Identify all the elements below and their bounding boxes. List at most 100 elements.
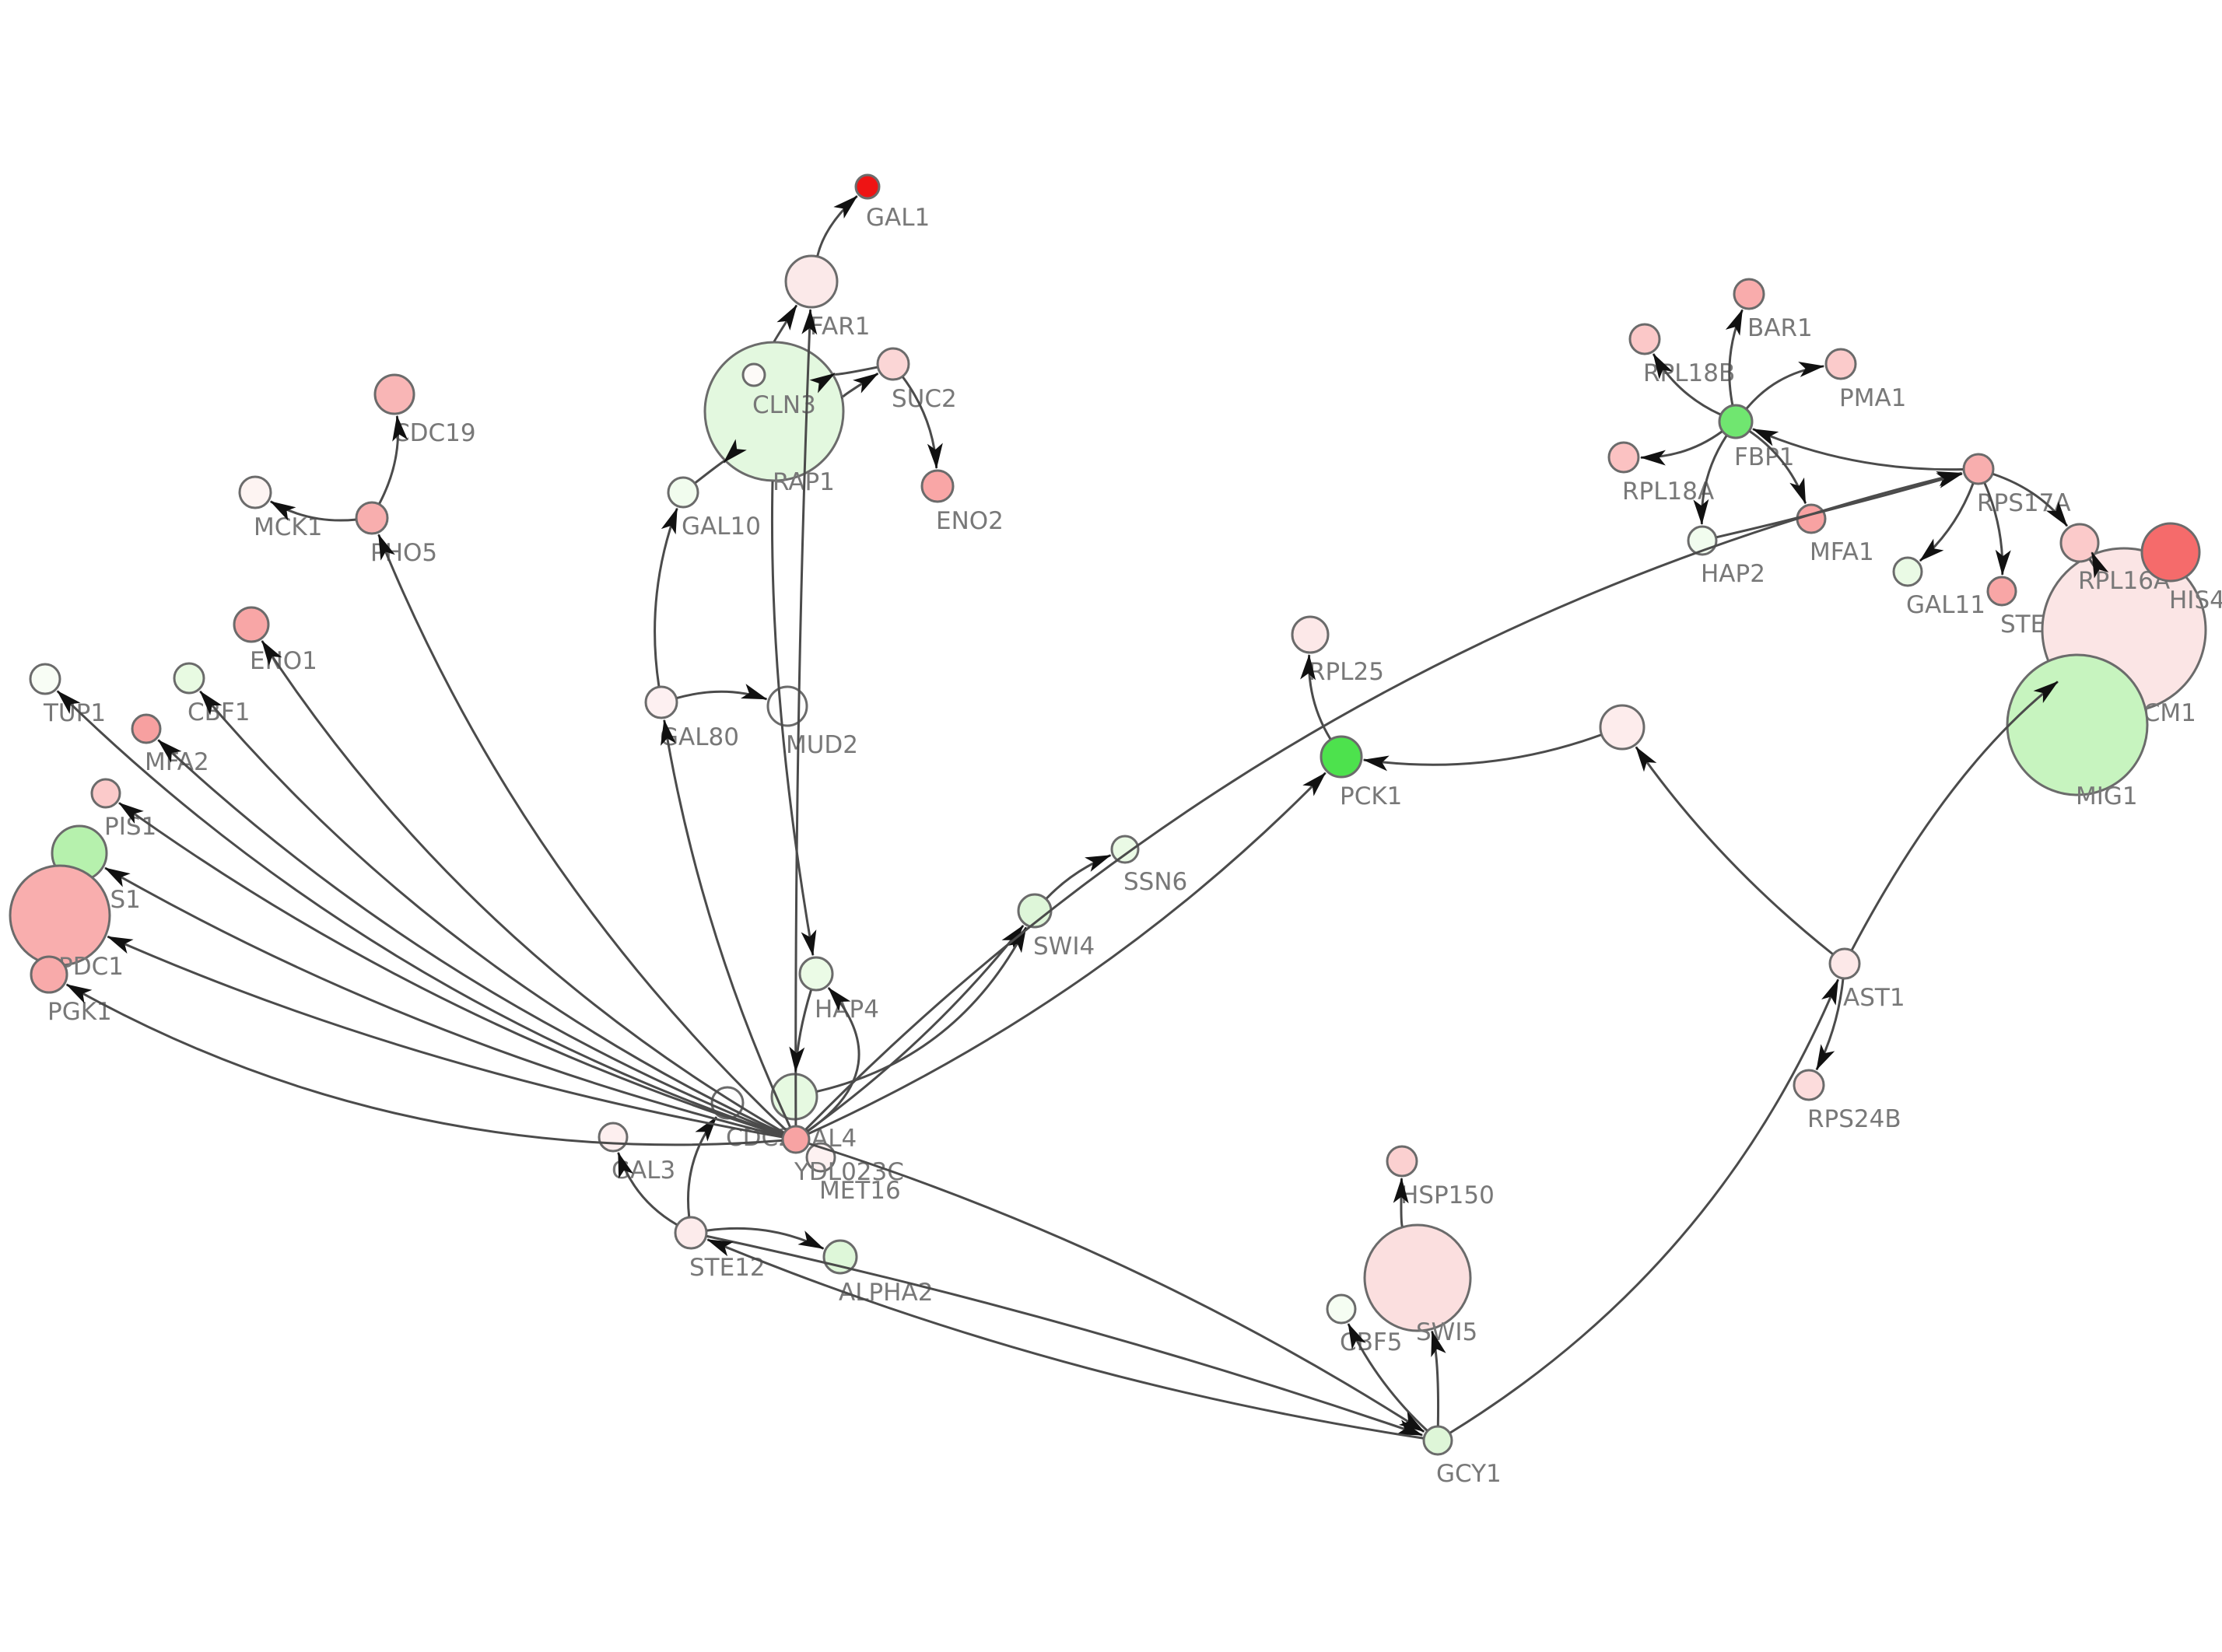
edge-YDL023C-GAL80[interactable] (661, 719, 791, 1128)
node-GAL11[interactable] (1892, 556, 1923, 587)
node-MFA1[interactable] (1796, 503, 1827, 534)
node-MUD2[interactable] (766, 685, 808, 727)
edge-YDL023C-RAS1[interactable] (104, 866, 783, 1138)
edge-SWI4-SSN6[interactable] (1046, 854, 1112, 900)
node-SSN6[interactable] (1110, 835, 1140, 864)
edge-FBP1-BAR1[interactable] (1725, 309, 1744, 405)
node-ENO1[interactable] (233, 606, 270, 643)
edge-SWI5-HSP150[interactable] (1393, 1178, 1409, 1227)
edge-HAP4-GAL4[interactable] (789, 989, 812, 1073)
edge-YDL023C-PDC1[interactable] (107, 935, 783, 1139)
edge-STE12-CDC28[interactable] (686, 1116, 718, 1217)
edge-RPS17A-FBP1[interactable] (1752, 428, 1964, 471)
node-GAL1[interactable] (854, 173, 881, 200)
node-GAL10[interactable] (667, 476, 699, 509)
node-AST1[interactable] (1828, 947, 1861, 980)
node-BAR1[interactable] (1733, 278, 1765, 310)
edge-RPS17A-GAL11[interactable] (1919, 483, 1975, 562)
edge-FBP1-MFA1[interactable] (1749, 430, 1807, 505)
node-PDC1[interactable] (9, 864, 111, 967)
node-YDL023C[interactable] (781, 1125, 811, 1154)
edge-SUC2-RAP1[interactable] (809, 366, 878, 394)
edge-YDL023C-PHO5[interactable] (377, 534, 787, 1131)
edge-YDL023C-CBF1[interactable] (199, 690, 784, 1135)
node-MFA2[interactable] (131, 713, 162, 744)
node-NODE1[interactable] (1599, 704, 1645, 751)
node-STE12[interactable] (674, 1216, 708, 1250)
edge-GAL10-RAP1[interactable] (694, 439, 747, 484)
edge-GCY1-SWI5[interactable] (1431, 1330, 1446, 1426)
edge-YDL023C-RPS17A[interactable] (804, 471, 1963, 1131)
edge-YDL023C-ENO1[interactable] (261, 640, 785, 1134)
node-CLN3[interactable] (741, 362, 766, 387)
edge-YDL023C-TUP1[interactable] (56, 690, 783, 1136)
edge-GCY1-STE12[interactable] (706, 1238, 1424, 1440)
node-ENO2[interactable] (920, 469, 955, 503)
edge-STE12-GCY1[interactable] (706, 1234, 1424, 1437)
node-TUP1[interactable] (29, 663, 61, 695)
edge-RPS17A-STE2[interactable] (1983, 482, 2011, 576)
edge-FBP1-RPL18A[interactable] (1640, 430, 1723, 466)
edge-PHO5-MCK1[interactable] (269, 500, 356, 522)
edge-YDL023C-PIS1[interactable] (118, 802, 783, 1137)
edge-FAR1-GAL1[interactable] (816, 194, 858, 257)
edge-STE12-GAL3[interactable] (617, 1151, 678, 1226)
node-PCK1[interactable] (1320, 735, 1363, 779)
node-GAL4[interactable] (770, 1073, 818, 1121)
edge-YDL023C-GCY1[interactable] (808, 1143, 1425, 1433)
node-PGK1[interactable] (30, 955, 68, 994)
edge-FBP1-PMA1[interactable] (1745, 362, 1825, 410)
node-RPL18B[interactable] (1628, 323, 1661, 355)
node-SWI5[interactable] (1363, 1223, 1472, 1332)
edge-PHO5-CDC19[interactable] (378, 415, 408, 505)
edge-FBP1-RPL18B[interactable] (1652, 353, 1721, 416)
edge-YDL023C-MFA2[interactable] (157, 739, 783, 1136)
node-RPL16A[interactable] (2059, 523, 2100, 563)
edge-RAP1-FAR1[interactable] (773, 304, 798, 342)
edge-HAP2-RPS17A[interactable] (1716, 472, 1963, 539)
node-GAL80[interactable] (644, 685, 678, 719)
edge-YDL023C-FAR1[interactable] (794, 309, 818, 1126)
edge-FBP1-HAP2[interactable] (1693, 435, 1728, 525)
edge-PCK1-RPL25[interactable] (1300, 654, 1332, 740)
node-PIS1[interactable] (90, 778, 121, 809)
node-SUC2[interactable] (876, 347, 910, 381)
node-MCK1[interactable] (238, 475, 272, 509)
edge-GCY1-AST1[interactable] (1449, 978, 1839, 1434)
edge-RPS17A-RPL16A[interactable] (1992, 473, 2069, 527)
edge-AST1-NODE1[interactable] (1635, 746, 1834, 955)
edge-RAP1-HAP4[interactable] (770, 481, 817, 957)
node-RPS24B[interactable] (1793, 1069, 1825, 1101)
node-RPL18A[interactable] (1607, 441, 1640, 474)
edge-GAL80-GAL10[interactable] (654, 507, 678, 687)
node-RPL25[interactable] (1291, 615, 1330, 654)
edge-RAP1-SUC2[interactable] (841, 372, 879, 399)
node-RPS17A[interactable] (1962, 453, 1995, 485)
edge-AST1-RPS24B[interactable] (1815, 978, 1845, 1071)
node-CDC19[interactable] (373, 373, 415, 415)
node-HAP4[interactable] (798, 956, 834, 992)
edge-YDL023C-PGK1[interactable] (65, 983, 783, 1146)
node-STE2[interactable] (1986, 576, 2017, 607)
edge-STE12-ALPHA2[interactable] (706, 1227, 825, 1250)
node-CBF5[interactable] (1326, 1293, 1357, 1325)
node-GCY1[interactable] (1422, 1425, 1453, 1456)
node-HIS4[interactable] (2140, 522, 2201, 583)
node-GAL3[interactable] (598, 1122, 629, 1153)
edge-GAL80-MUD2[interactable] (676, 684, 768, 701)
node-FBP1[interactable] (1718, 404, 1754, 439)
edge-YDL023C-SWI4[interactable] (806, 924, 1025, 1132)
node-FAR1[interactable] (784, 254, 839, 309)
node-MIG1[interactable] (2006, 653, 2149, 796)
node-HSP150[interactable] (1386, 1145, 1418, 1178)
edge-RPL16A-MCM1[interactable] (2088, 551, 2109, 579)
node-PMA1[interactable] (1824, 348, 1857, 380)
edge-YDL023C-PCK1[interactable] (808, 772, 1327, 1135)
edge-AST1-MCM1[interactable] (1850, 681, 2059, 951)
node-CBF1[interactable] (173, 662, 205, 695)
edge-NODE1-PCK1[interactable] (1362, 733, 1602, 772)
node-PHO5[interactable] (355, 501, 389, 535)
edge-SUC2-ENO2[interactable] (902, 376, 943, 469)
